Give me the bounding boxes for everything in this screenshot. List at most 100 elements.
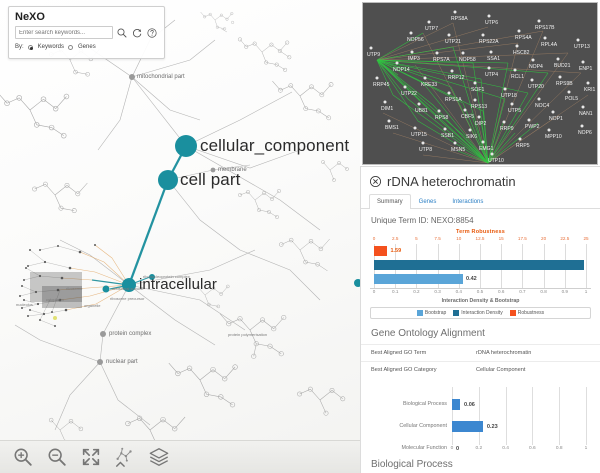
node-label-ribonucleoprotein-complex[interactable]: ribonucleoprotein complex bbox=[143, 274, 190, 279]
network-node[interactable] bbox=[537, 19, 541, 23]
network-node[interactable] bbox=[481, 33, 485, 37]
network-node-label[interactable]: NOP4 bbox=[529, 64, 543, 70]
network-node[interactable] bbox=[435, 51, 439, 55]
network-node[interactable] bbox=[567, 90, 571, 94]
network-node-label[interactable]: NOP14 bbox=[393, 67, 410, 73]
network-node[interactable] bbox=[581, 60, 585, 64]
network-node-label[interactable]: NOP6 bbox=[578, 130, 592, 136]
network-node-label[interactable]: SIK6 bbox=[466, 134, 477, 140]
network-node[interactable] bbox=[421, 141, 425, 145]
network-node-label[interactable]: RRP9 bbox=[500, 126, 514, 132]
network-node-label[interactable]: RPS9B bbox=[556, 81, 573, 87]
zoom-in-icon[interactable] bbox=[12, 446, 34, 468]
network-node-label[interactable]: RPS1A bbox=[445, 97, 462, 103]
network-node-label[interactable]: NAN1 bbox=[579, 111, 593, 117]
network-node-label[interactable]: NOC4 bbox=[535, 103, 549, 109]
network-node[interactable] bbox=[447, 33, 451, 37]
collapse-network-icon[interactable] bbox=[114, 446, 136, 468]
network-node[interactable] bbox=[502, 120, 506, 124]
network-node[interactable] bbox=[580, 124, 584, 128]
network-node[interactable] bbox=[437, 109, 441, 113]
network-node-label[interactable]: RRP12 bbox=[448, 75, 465, 81]
legend-robustness[interactable]: Robustness bbox=[509, 310, 544, 316]
node-label-cellular-component[interactable]: cellular_component bbox=[200, 136, 350, 155]
radio-genes[interactable] bbox=[68, 44, 74, 50]
network-node-label[interactable]: SSA1 bbox=[487, 56, 500, 62]
search-icon[interactable] bbox=[116, 27, 128, 39]
network-node[interactable] bbox=[427, 20, 431, 24]
network-node[interactable] bbox=[531, 58, 535, 62]
network-node-label[interactable]: UTP20 bbox=[528, 84, 544, 90]
network-node-label[interactable]: NOP58 bbox=[459, 57, 476, 63]
network-node[interactable] bbox=[510, 102, 514, 106]
network-node-label[interactable]: UB81 bbox=[415, 108, 428, 114]
network-node[interactable] bbox=[556, 57, 560, 61]
network-node[interactable] bbox=[581, 105, 585, 109]
legend-interaction-density[interactable]: Interaction Density bbox=[453, 310, 503, 316]
network-node[interactable] bbox=[489, 50, 493, 54]
node-label-protein-complex[interactable]: protein complex bbox=[109, 331, 152, 337]
network-node-label[interactable]: UTP9 bbox=[367, 52, 380, 58]
network-node-label[interactable]: HSC82 bbox=[513, 50, 530, 56]
network-node[interactable] bbox=[513, 68, 517, 72]
gene-interaction-network[interactable]: RPS8A UTP6 UTP7 RPS17B NOP56 UTP21 RPS22A RPS4A… bbox=[362, 2, 598, 165]
network-node-label[interactable]: UTP4 bbox=[485, 72, 498, 78]
network-node[interactable] bbox=[417, 102, 421, 106]
network-node-label[interactable]: SOF1 bbox=[471, 87, 484, 93]
search-input[interactable] bbox=[15, 26, 113, 39]
network-node[interactable] bbox=[518, 137, 522, 141]
network-node[interactable] bbox=[369, 46, 373, 50]
chart-bar[interactable] bbox=[374, 260, 584, 270]
radio-keywords-label[interactable]: Keywords bbox=[37, 44, 65, 50]
network-node-label[interactable]: UTP21 bbox=[445, 39, 461, 45]
network-node-label[interactable]: IMP3 bbox=[408, 56, 420, 62]
network-node-label[interactable]: KRE33 bbox=[421, 82, 437, 88]
network-node-label[interactable]: UTP7 bbox=[425, 26, 438, 32]
network-node[interactable] bbox=[450, 69, 454, 73]
reset-icon[interactable] bbox=[131, 27, 143, 39]
legend-bootstrap[interactable]: Bootstrap bbox=[416, 310, 446, 316]
network-node-label[interactable]: MSN5 bbox=[451, 147, 465, 153]
network-node-label[interactable]: RRP5 bbox=[516, 143, 530, 149]
network-node-label[interactable]: KRI1 bbox=[584, 87, 595, 93]
network-node[interactable] bbox=[387, 119, 391, 123]
network-node-label[interactable]: CBF5 bbox=[461, 114, 474, 120]
network-node-label[interactable]: NOP56 bbox=[407, 37, 424, 43]
go-chart-bar[interactable] bbox=[452, 399, 461, 410]
network-node[interactable] bbox=[481, 140, 485, 144]
network-node[interactable] bbox=[461, 51, 465, 55]
network-node[interactable] bbox=[468, 128, 472, 132]
network-node[interactable] bbox=[443, 127, 447, 131]
network-node[interactable] bbox=[409, 31, 413, 35]
network-node[interactable] bbox=[375, 76, 379, 80]
ontology-tree-canvas[interactable]: cellular_component cell part intracellul… bbox=[0, 0, 360, 473]
node-label-ribosome[interactable]: ribosome bbox=[66, 286, 83, 291]
network-node-label[interactable]: MPP10 bbox=[545, 134, 562, 140]
close-icon[interactable] bbox=[369, 175, 382, 188]
node-label-organelle[interactable]: organelle bbox=[84, 303, 101, 308]
network-node-label[interactable]: UTP5 bbox=[508, 108, 521, 114]
node-label-ribosomal-subunit[interactable]: ribosomal subunit bbox=[112, 286, 144, 291]
network-node-label[interactable]: BUD21 bbox=[554, 63, 571, 69]
network-node-label[interactable]: UTP8 bbox=[419, 147, 432, 153]
network-node-label[interactable]: UTP18 bbox=[501, 93, 517, 99]
network-node[interactable] bbox=[403, 85, 407, 89]
network-node[interactable] bbox=[473, 81, 477, 85]
search-panel[interactable]: NeXO By: Keywo bbox=[8, 6, 165, 59]
node-label-cell-part[interactable]: cell part bbox=[180, 170, 241, 189]
network-node-label[interactable]: POL5 bbox=[565, 96, 578, 102]
network-node-label[interactable]: RPS17B bbox=[535, 25, 555, 31]
network-node[interactable] bbox=[586, 81, 590, 85]
go-chart-bar[interactable] bbox=[452, 421, 483, 432]
network-node[interactable] bbox=[543, 36, 547, 40]
help-icon[interactable] bbox=[146, 27, 158, 39]
node-label-nuclear-part[interactable]: nuclear part bbox=[106, 359, 138, 365]
network-node-label[interactable]: RPS22A bbox=[479, 39, 499, 45]
network-node-label[interactable]: SSB1 bbox=[441, 133, 454, 139]
network-node[interactable] bbox=[547, 128, 551, 132]
network-node-label[interactable]: RPL4A bbox=[541, 42, 558, 48]
network-node-label[interactable]: ENP1 bbox=[579, 66, 592, 72]
network-node-label[interactable]: RPS8A bbox=[451, 16, 468, 22]
network-node[interactable] bbox=[473, 98, 477, 102]
network-node[interactable] bbox=[527, 118, 531, 122]
